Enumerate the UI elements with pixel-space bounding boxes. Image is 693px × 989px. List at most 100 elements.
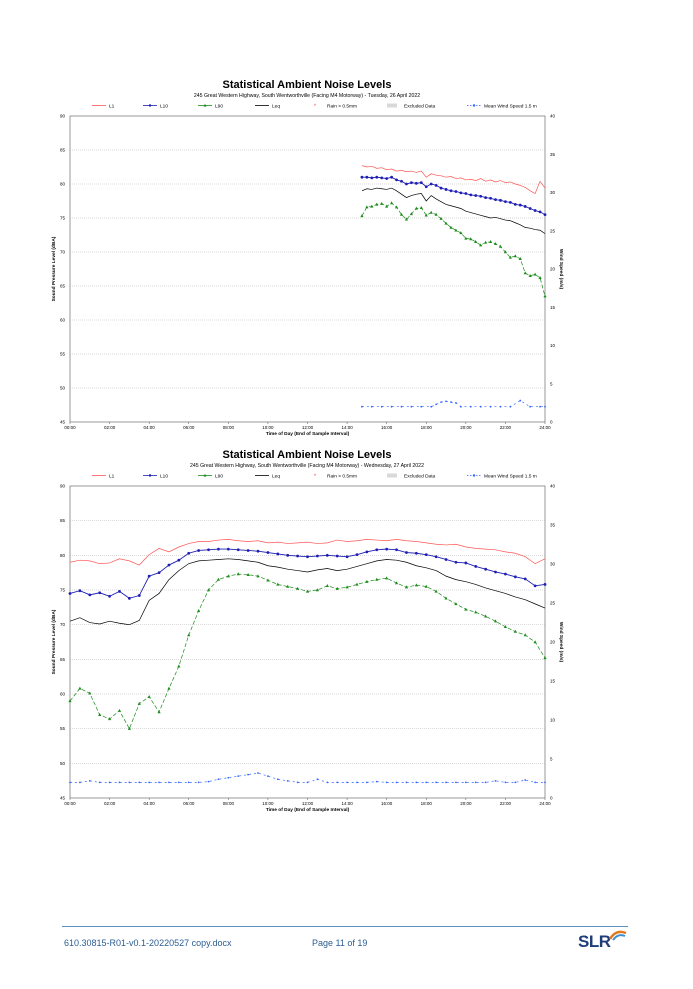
- legend-label: Excluded Data: [404, 473, 436, 479]
- data-point: [434, 555, 438, 559]
- data-point: [246, 572, 250, 576]
- data-point: [187, 551, 191, 555]
- x-tick-label: 12:00: [302, 425, 314, 430]
- data-point: [464, 607, 468, 611]
- data-point: [400, 179, 403, 183]
- data-point: [464, 561, 468, 565]
- data-point: [390, 201, 394, 205]
- data-point: [449, 225, 453, 229]
- data-point: [237, 775, 240, 778]
- y-tick-label: 85: [60, 148, 66, 153]
- data-point: [484, 567, 488, 571]
- data-point: [365, 550, 369, 554]
- y-tick-label: 50: [60, 386, 66, 391]
- data-point: [444, 596, 448, 600]
- data-point: [528, 207, 532, 210]
- series-line: [361, 165, 546, 195]
- x-axis-label: Time of Day (End of Sample Interval): [266, 431, 350, 437]
- data-point: [434, 212, 438, 216]
- data-point: [444, 188, 448, 191]
- data-point: [424, 185, 428, 189]
- x-tick-label: 22:00: [500, 425, 512, 430]
- data-point: [543, 583, 547, 586]
- data-point: [544, 405, 546, 408]
- x-tick-label: 24:00: [539, 425, 551, 430]
- data-point: [455, 781, 457, 784]
- y-tick-label: 75: [60, 216, 66, 221]
- data-point: [419, 206, 423, 209]
- data-point: [435, 403, 438, 406]
- data-point: [459, 405, 462, 408]
- data-point: [158, 781, 160, 784]
- data-point: [435, 781, 438, 784]
- data-point: [494, 570, 497, 574]
- y-tick-label: 60: [60, 318, 66, 323]
- data-point: [518, 203, 522, 207]
- legend-marker: [472, 474, 476, 477]
- data-point: [335, 554, 339, 558]
- data-point: [410, 405, 413, 408]
- data-point: [474, 240, 478, 243]
- data-point: [534, 781, 537, 784]
- data-point: [405, 182, 408, 186]
- legend-label: L10: [160, 473, 168, 479]
- data-point: [479, 243, 483, 247]
- data-point: [256, 574, 260, 578]
- data-point: [127, 726, 131, 730]
- y2-tick-label: 25: [550, 228, 556, 233]
- legend-label: Mean Wind Speed 1.5 m: [484, 473, 537, 479]
- x-tick-label: 02:00: [104, 425, 116, 430]
- data-point: [533, 209, 537, 212]
- data-point: [286, 553, 290, 557]
- data-point: [157, 571, 161, 575]
- y-tick-label: 45: [60, 420, 66, 425]
- legend-item: Leq: [255, 103, 280, 109]
- x-tick-label: 16:00: [381, 801, 393, 806]
- data-point: [509, 405, 512, 408]
- data-point: [78, 781, 81, 784]
- y2-tick-label: 30: [550, 190, 556, 195]
- data-point: [415, 781, 418, 784]
- data-point: [455, 401, 457, 404]
- data-point: [523, 633, 527, 637]
- data-point: [68, 592, 72, 595]
- data-point: [519, 399, 522, 402]
- data-point: [296, 586, 300, 590]
- data-point: [137, 594, 141, 597]
- data-point: [464, 236, 468, 240]
- data-point: [117, 708, 122, 712]
- data-point: [375, 175, 379, 179]
- data-point: [454, 228, 458, 232]
- legend-label: L1: [109, 103, 115, 109]
- legend-label: Rain > 0.5mm: [327, 103, 357, 109]
- data-point: [385, 781, 388, 784]
- data-point: [434, 589, 438, 593]
- data-point: [484, 781, 487, 784]
- x-tick-label: 08:00: [223, 801, 235, 806]
- y2-tick-label: 0: [550, 420, 553, 425]
- data-point: [315, 588, 319, 592]
- data-point: [508, 255, 512, 259]
- data-point: [370, 405, 373, 408]
- data-point: [107, 717, 112, 721]
- data-point: [404, 585, 409, 589]
- series-line: [69, 558, 546, 626]
- data-point: [147, 574, 151, 578]
- data-point: [365, 781, 368, 784]
- y2-tick-label: 20: [550, 267, 556, 272]
- data-point: [395, 781, 398, 784]
- y2-tick-label: 0: [550, 796, 553, 801]
- data-point: [523, 271, 527, 275]
- data-point: [469, 237, 473, 241]
- data-point: [488, 240, 493, 243]
- y-axis-label: Sound Pressure Level (dBA): [51, 236, 57, 301]
- data-point: [508, 200, 512, 204]
- data-point: [167, 686, 171, 690]
- legend-item: L1: [92, 473, 115, 479]
- series-l1: [69, 539, 546, 566]
- data-point: [503, 624, 508, 628]
- data-point: [375, 202, 379, 206]
- data-point: [484, 196, 488, 199]
- data-point: [459, 231, 463, 235]
- data-point: [513, 254, 517, 258]
